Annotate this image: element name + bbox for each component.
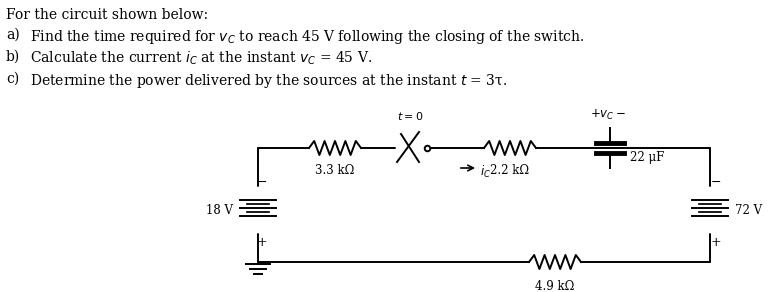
- Text: c): c): [6, 72, 19, 86]
- Text: −: −: [257, 175, 267, 189]
- Text: 2.2 kΩ: 2.2 kΩ: [491, 164, 530, 177]
- Text: 18 V: 18 V: [206, 204, 233, 216]
- Text: $+ v_C -$: $+ v_C -$: [590, 108, 626, 122]
- Text: 22 μF: 22 μF: [630, 152, 664, 164]
- Text: 3.3 kΩ: 3.3 kΩ: [316, 164, 355, 177]
- Text: Find the time required for $v_C$ to reach 45 V following the closing of the swit: Find the time required for $v_C$ to reac…: [30, 28, 584, 46]
- Text: Determine the power delivered by the sources at the instant $t$ = 3τ.: Determine the power delivered by the sou…: [30, 72, 508, 90]
- Text: −: −: [710, 175, 721, 189]
- Text: $t=0$: $t=0$: [397, 110, 423, 122]
- Text: 72 V: 72 V: [735, 204, 762, 216]
- Text: b): b): [6, 50, 20, 64]
- Text: 4.9 kΩ: 4.9 kΩ: [535, 280, 574, 292]
- Text: +: +: [257, 236, 267, 248]
- Text: For the circuit shown below:: For the circuit shown below:: [6, 8, 208, 22]
- Text: $i_C$: $i_C$: [480, 164, 491, 180]
- Text: +: +: [710, 236, 721, 248]
- Text: Calculate the current $i_C$ at the instant $v_C$ = 45 V.: Calculate the current $i_C$ at the insta…: [30, 50, 372, 67]
- Text: a): a): [6, 28, 20, 42]
